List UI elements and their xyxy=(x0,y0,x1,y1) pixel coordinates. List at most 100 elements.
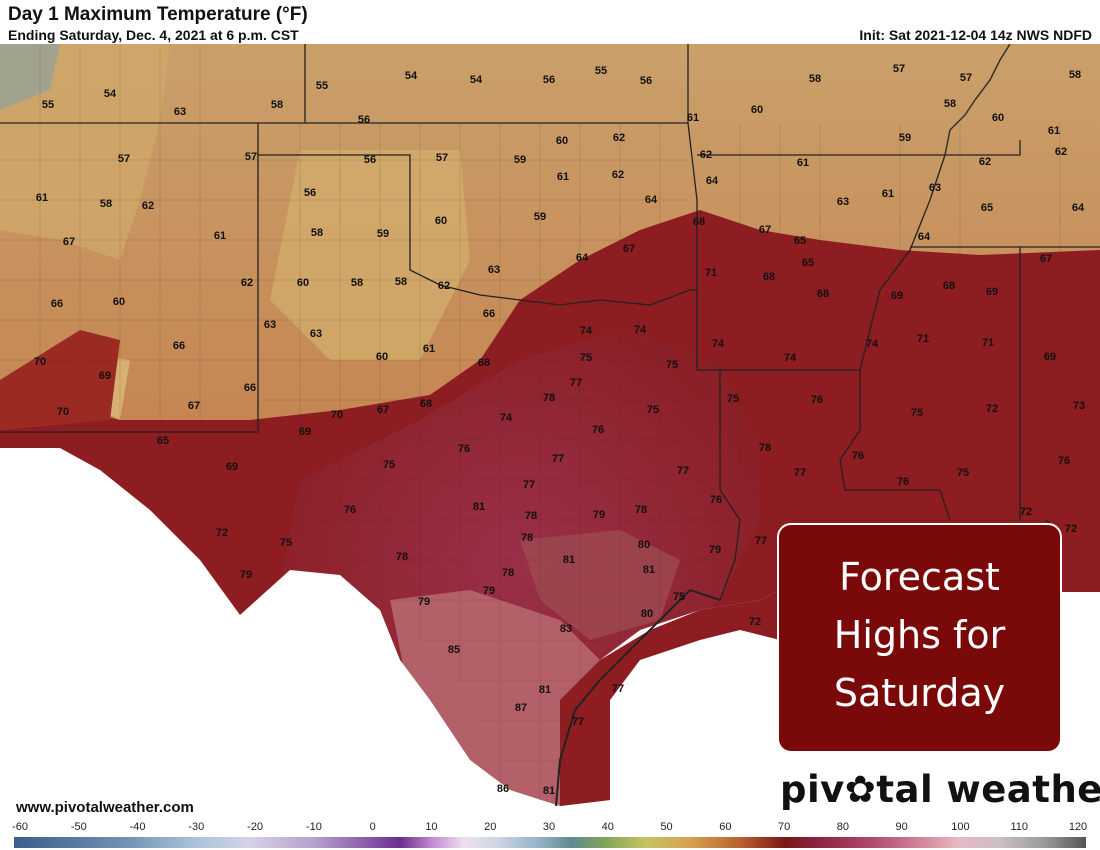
temperature-label: 78 xyxy=(524,510,538,522)
temperature-label: 76 xyxy=(343,504,357,516)
temperature-label: 67 xyxy=(622,243,636,255)
temperature-label: 71 xyxy=(981,337,995,349)
temperature-label: 81 xyxy=(562,554,576,566)
valid-time-subtitle: Ending Saturday, Dec. 4, 2021 at 6 p.m. … xyxy=(8,27,299,43)
temperature-label: 58 xyxy=(270,99,284,111)
temperature-label: 75 xyxy=(579,352,593,364)
temperature-label: 56 xyxy=(542,74,556,86)
colorbar-tick: 100 xyxy=(951,821,970,833)
temperature-label: 80 xyxy=(640,608,654,620)
colorbar-tick: 60 xyxy=(719,821,732,833)
temperature-label: 63 xyxy=(487,264,501,276)
temperature-label: 61 xyxy=(796,157,810,169)
temperature-label: 79 xyxy=(239,569,253,581)
temperature-label: 67 xyxy=(187,400,201,412)
temperature-label: 66 xyxy=(172,340,186,352)
temperature-label: 58 xyxy=(1068,69,1082,81)
temperature-label: 60 xyxy=(296,277,310,289)
temperature-label: 76 xyxy=(851,450,865,462)
temperature-label: 57 xyxy=(435,152,449,164)
brand-text-end: tal weather xyxy=(876,768,1100,811)
temperature-label: 61 xyxy=(213,230,227,242)
temperature-label: 62 xyxy=(141,200,155,212)
temperature-label: 86 xyxy=(496,783,510,795)
callout-line-1: Forecast xyxy=(839,555,1000,599)
temperature-label: 70 xyxy=(56,406,70,418)
temperature-label: 77 xyxy=(793,467,807,479)
temperature-label: 55 xyxy=(41,99,55,111)
model-init-label: Init: Sat 2021-12-04 14z NWS NDFD xyxy=(859,27,1092,43)
temperature-label: 65 xyxy=(980,202,994,214)
temperature-label: 60 xyxy=(991,112,1005,124)
temperature-label: 54 xyxy=(404,70,418,82)
temperature-label: 61 xyxy=(1047,125,1061,137)
temperature-label: 61 xyxy=(881,188,895,200)
temperature-label: 69 xyxy=(1043,351,1057,363)
temperature-label: 81 xyxy=(538,684,552,696)
temperature-label: 68 xyxy=(942,280,956,292)
colorbar-tick: -40 xyxy=(129,821,146,833)
temperature-label: 61 xyxy=(556,171,570,183)
colorbar-tick: 40 xyxy=(601,821,614,833)
temperature-label: 62 xyxy=(437,280,451,292)
temperature-label: 66 xyxy=(482,308,496,320)
temperature-label: 69 xyxy=(98,370,112,382)
temperature-label: 75 xyxy=(382,459,396,471)
temperature-label: 63 xyxy=(928,182,942,194)
temperature-label: 57 xyxy=(892,63,906,75)
callout-line-3: Saturday xyxy=(833,671,1006,715)
colorbar-tick: 30 xyxy=(542,821,556,833)
colorbar-tick: 90 xyxy=(895,821,908,833)
temperature-label: 75 xyxy=(910,407,924,419)
temperature-label: 55 xyxy=(594,65,608,77)
temperature-label: 72 xyxy=(1064,523,1078,535)
temperature-label: 76 xyxy=(709,494,723,506)
temperature-label: 74 xyxy=(711,338,725,350)
temperature-label: 78 xyxy=(395,551,409,563)
county-borders xyxy=(0,44,1100,800)
temperature-label: 58 xyxy=(808,73,822,85)
temperature-label: 65 xyxy=(156,435,170,447)
temperature-label: 56 xyxy=(363,154,377,166)
temperature-label: 57 xyxy=(117,153,131,165)
temperature-label: 74 xyxy=(865,338,879,350)
temperature-label: 60 xyxy=(750,104,764,116)
temperature-label: 79 xyxy=(592,509,606,521)
temperature-label: 75 xyxy=(646,404,660,416)
temperature-label: 60 xyxy=(375,351,389,363)
temperature-label: 68 xyxy=(692,216,706,228)
colorbar-tick: 10 xyxy=(425,821,438,833)
temperature-label: 66 xyxy=(50,298,64,310)
temperature-label: 81 xyxy=(642,564,656,576)
temperature-label: 72 xyxy=(215,527,229,539)
temperature-label: 64 xyxy=(1071,202,1085,214)
temperature-label: 58 xyxy=(99,198,113,210)
temperature-label: 63 xyxy=(309,328,323,340)
temperature-label: 74 xyxy=(579,325,593,337)
temperature-label: 76 xyxy=(810,394,824,406)
temperature-label: 69 xyxy=(225,461,239,473)
temperature-label: 64 xyxy=(917,231,931,243)
temperature-label: 76 xyxy=(1057,455,1071,467)
temperature-label: 77 xyxy=(569,377,583,389)
temperature-label: 62 xyxy=(978,156,992,168)
colorbar-tick: -60 xyxy=(12,821,28,833)
colorbar-tick: 70 xyxy=(777,821,791,833)
temperature-label: 60 xyxy=(434,215,448,227)
colorbar-tick: 0 xyxy=(369,821,376,833)
temperature-label: 56 xyxy=(639,75,653,87)
hot-region-fill xyxy=(280,330,760,800)
temperature-label: 80 xyxy=(637,539,651,551)
temperature-label: 69 xyxy=(298,426,312,438)
temperature-label: 77 xyxy=(611,683,625,695)
temperature-label: 69 xyxy=(985,286,999,298)
temperature-label: 62 xyxy=(612,132,626,144)
mexico-area xyxy=(0,448,560,818)
temperature-label: 59 xyxy=(376,228,390,240)
colorbar-tick: -50 xyxy=(70,821,87,833)
brand-text-start: piv xyxy=(780,768,845,811)
website-link[interactable]: www.pivotalweather.com xyxy=(16,799,194,816)
brand-logo: piv✿tal weather xyxy=(780,768,1100,811)
temperature-label: 65 xyxy=(801,257,815,269)
temperature-label: 63 xyxy=(263,319,277,331)
